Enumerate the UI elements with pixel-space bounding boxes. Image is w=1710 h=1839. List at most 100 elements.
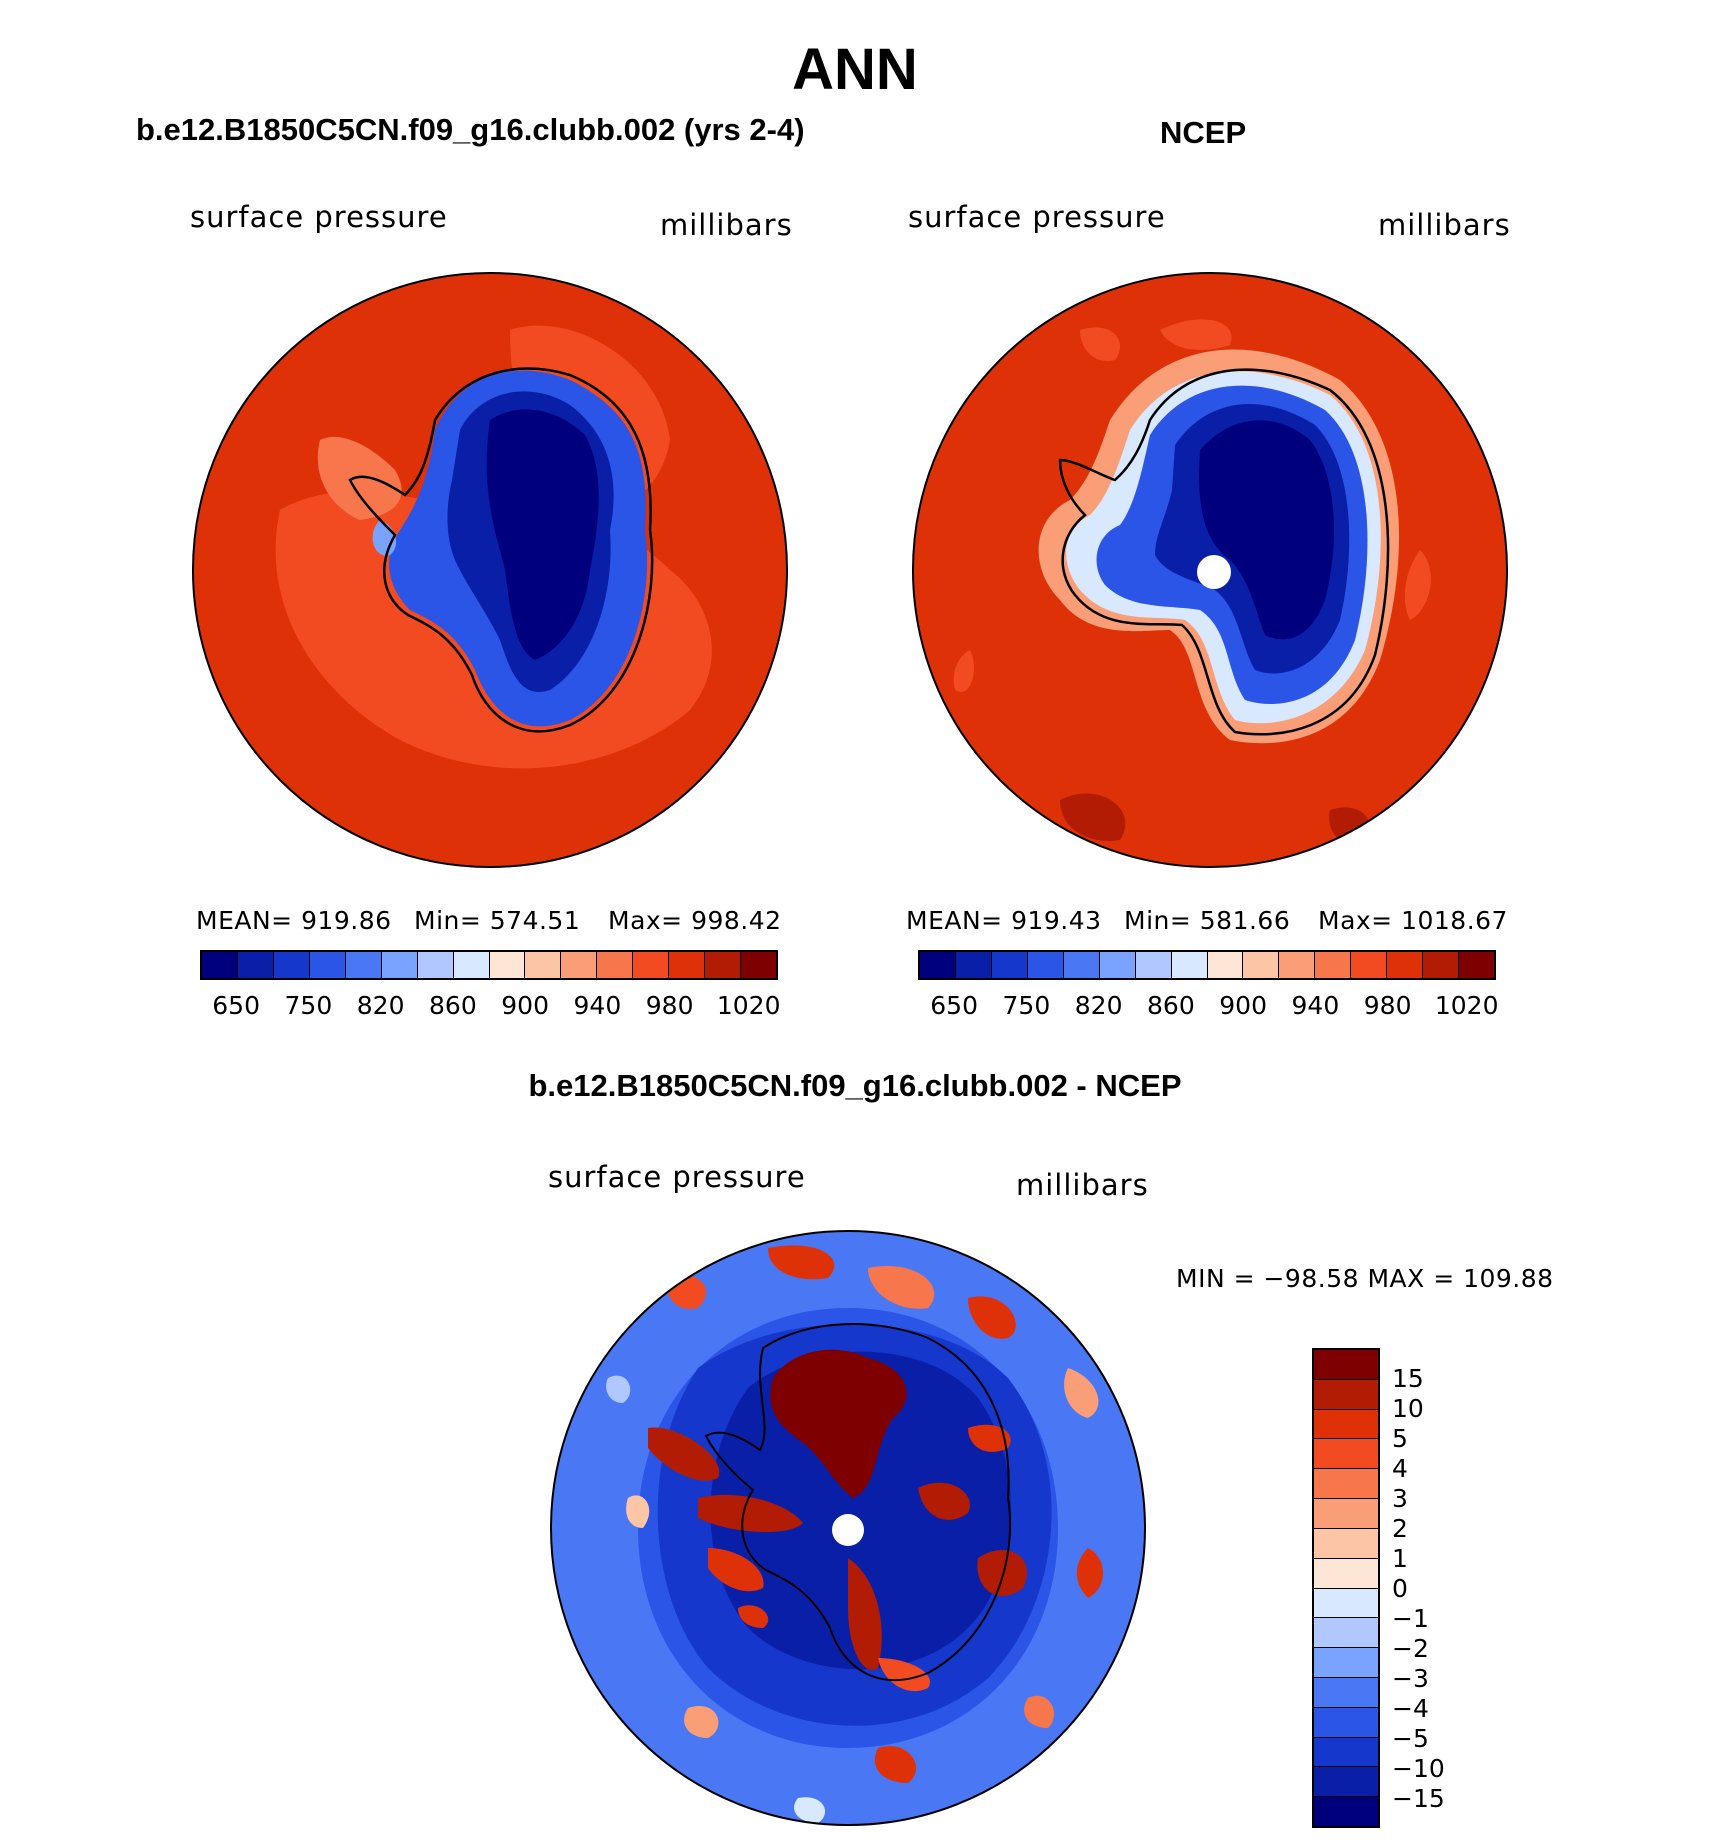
panel2-colorbar	[918, 950, 1496, 980]
panel1-variable-label: surface pressure	[190, 200, 448, 234]
colorbar-swatch	[1423, 952, 1460, 978]
colorbar-tick-label: 10	[1392, 1394, 1424, 1423]
colorbar-swatch	[237, 952, 274, 978]
colorbar-tick-label: 900	[501, 991, 549, 1020]
colorbar-tick-label: 860	[1147, 991, 1195, 1020]
colorbar-swatch	[1314, 1558, 1378, 1589]
colorbar-swatch	[1171, 952, 1208, 978]
difference-polar-map	[550, 1230, 1146, 1826]
colorbar-tick-label: −4	[1392, 1694, 1429, 1723]
panel1-polar-map	[192, 272, 788, 868]
colorbar-tick-label: 2	[1392, 1514, 1408, 1543]
difference-units-label: millibars	[1016, 1168, 1149, 1202]
colorbar-swatch	[345, 952, 382, 978]
colorbar-swatch	[1063, 952, 1100, 978]
colorbar-swatch	[920, 952, 956, 978]
colorbar-swatch	[1314, 1588, 1378, 1619]
colorbar-tick-label: 4	[1392, 1454, 1408, 1483]
colorbar-tick-label: 940	[573, 991, 622, 1020]
colorbar-swatch	[1243, 952, 1280, 978]
colorbar-tick-label: 980	[1363, 991, 1412, 1020]
colorbar-swatch	[991, 952, 1028, 978]
difference-subtitle: b.e12.B1850C5CN.f09_g16.clubb.002 - NCEP	[528, 1068, 1182, 1103]
panel1-colorbar	[200, 950, 778, 980]
panel1-max: Max= 998.42	[608, 906, 782, 935]
colorbar-tick-label: 5	[1392, 1424, 1408, 1453]
colorbar-tick-label: −15	[1392, 1784, 1445, 1813]
colorbar-tick-label: −10	[1392, 1754, 1445, 1783]
panel1-min: Min= 574.51	[414, 906, 581, 935]
colorbar-swatch	[1314, 1737, 1378, 1768]
colorbar-swatch	[1314, 1767, 1378, 1798]
colorbar-swatch	[1314, 1618, 1378, 1649]
colorbar-swatch	[1314, 1648, 1378, 1678]
colorbar-swatch	[1315, 952, 1352, 978]
panel2-subtitle: NCEP	[1160, 115, 1247, 150]
panel2-polar-map	[912, 272, 1508, 868]
colorbar-swatch	[453, 952, 490, 978]
colorbar-tick-label: 820	[356, 991, 405, 1020]
colorbar-swatch	[1351, 952, 1388, 978]
panel2-variable-label: surface pressure	[908, 200, 1166, 234]
colorbar-swatch	[1314, 1379, 1378, 1410]
colorbar-tick-label: −5	[1392, 1724, 1429, 1753]
figure-title: ANN	[792, 37, 918, 102]
panel1-units-label: millibars	[660, 208, 793, 242]
colorbar-swatch	[955, 952, 992, 978]
colorbar-swatch	[525, 952, 562, 978]
colorbar-tick-label: −3	[1392, 1664, 1429, 1693]
colorbar-swatch	[1387, 952, 1424, 978]
colorbar-swatch	[1459, 952, 1494, 978]
panel2-min: Min= 581.66	[1124, 906, 1291, 935]
colorbar-tick-label: 750	[1002, 991, 1051, 1020]
difference-variable-label: surface pressure	[548, 1160, 806, 1194]
colorbar-tick-label: 1020	[1434, 991, 1499, 1020]
colorbar-tick-label: 650	[930, 991, 978, 1020]
colorbar-swatch	[1314, 1707, 1378, 1738]
panel1-subtitle: b.e12.B1850C5CN.f09_g16.clubb.002 (yrs 2…	[136, 112, 805, 147]
colorbar-swatch	[1314, 1469, 1378, 1500]
colorbar-tick-label: 3	[1392, 1484, 1408, 1513]
colorbar-tick-label: 750	[284, 991, 333, 1020]
colorbar-tick-label: 1020	[716, 991, 781, 1020]
colorbar-swatch	[1279, 952, 1316, 978]
panel1-mean: MEAN= 919.86	[196, 906, 392, 935]
difference-minmax: MIN = −98.58 MAX = 109.88	[1176, 1264, 1554, 1293]
difference-colorbar	[1312, 1348, 1380, 1828]
colorbar-swatch	[202, 952, 238, 978]
colorbar-swatch	[1314, 1797, 1378, 1826]
colorbar-swatch	[1314, 1350, 1378, 1380]
colorbar-swatch	[1314, 1439, 1378, 1470]
colorbar-tick-label: 820	[1074, 991, 1123, 1020]
colorbar-swatch	[633, 952, 670, 978]
colorbar-swatch	[381, 952, 418, 978]
colorbar-swatch	[489, 952, 526, 978]
colorbar-tick-label: 0	[1392, 1574, 1408, 1603]
colorbar-swatch	[741, 952, 776, 978]
colorbar-tick-label: 15	[1392, 1364, 1424, 1393]
colorbar-swatch	[1207, 952, 1244, 978]
colorbar-tick-label: 900	[1219, 991, 1267, 1020]
colorbar-swatch	[1135, 952, 1172, 978]
colorbar-swatch	[669, 952, 706, 978]
colorbar-swatch	[597, 952, 634, 978]
colorbar-swatch	[1314, 1499, 1378, 1529]
colorbar-tick-label: 860	[429, 991, 477, 1020]
colorbar-swatch	[309, 952, 346, 978]
colorbar-swatch	[273, 952, 310, 978]
colorbar-swatch	[1314, 1528, 1378, 1559]
panel2-units-label: millibars	[1378, 208, 1511, 242]
colorbar-swatch	[417, 952, 454, 978]
colorbar-swatch	[1027, 952, 1064, 978]
colorbar-tick-label: 650	[212, 991, 260, 1020]
panel2-mean: MEAN= 919.43	[906, 906, 1102, 935]
colorbar-swatch	[1099, 952, 1136, 978]
colorbar-tick-label: 980	[645, 991, 694, 1020]
colorbar-swatch	[1314, 1677, 1378, 1708]
colorbar-tick-label: −2	[1392, 1634, 1429, 1663]
colorbar-tick-label: 1	[1392, 1544, 1408, 1573]
colorbar-swatch	[561, 952, 598, 978]
colorbar-tick-label: −1	[1392, 1604, 1429, 1633]
colorbar-tick-label: 940	[1291, 991, 1340, 1020]
panel2-max: Max= 1018.67	[1318, 906, 1508, 935]
